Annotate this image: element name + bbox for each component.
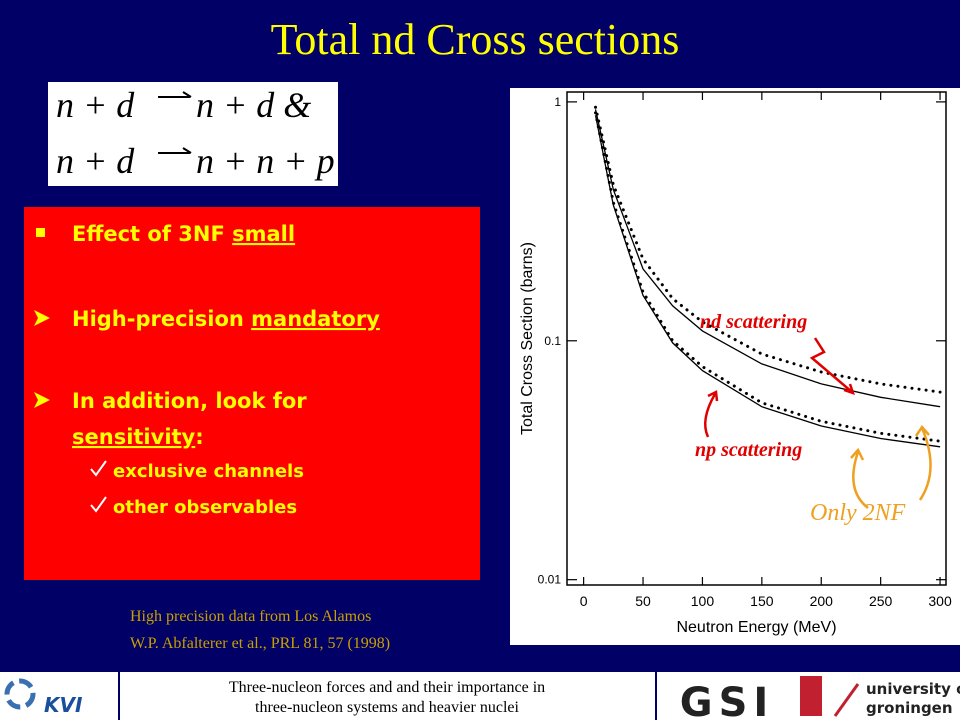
footer-text: Three-nucleon forces and and their impor…: [229, 679, 545, 716]
groningen-text: university ofgroningen: [866, 680, 960, 717]
x-tick-label: 0: [580, 593, 588, 609]
data-line: [594, 111, 942, 443]
bullet-text-part: exclusive channels: [113, 461, 304, 482]
gsi-logo-bg: [660, 676, 795, 720]
y-tick-label: 1: [554, 95, 561, 109]
gsi-logo-text: GSI: [680, 680, 775, 720]
bullet-text-part: Effect of 3NF: [72, 222, 232, 246]
citation: High precision data from Los Alamos W.P. …: [130, 608, 390, 652]
x-tick-label: 150: [750, 593, 774, 609]
groningen-logo-text: university of: [866, 680, 960, 698]
bullet-marker: [34, 392, 50, 408]
footer-line: three-nucleon systems and heavier nuclei: [255, 699, 519, 716]
equation-arrow: [158, 91, 192, 98]
groningen-slash: [833, 683, 860, 717]
bullet-list: Effect of 3NF small High-precision mandat…: [34, 222, 380, 518]
slide-title: Total nd Cross sections: [271, 15, 680, 64]
equations: n + d n + d & n + d n + n + p: [56, 85, 335, 181]
equation-right: n + d &: [196, 85, 311, 125]
y-axis-label: Total Cross Section (barns): [519, 242, 536, 435]
kvi-logo: KVI: [4, 678, 83, 717]
chart-panel: [510, 88, 960, 645]
data-line: [594, 115, 941, 448]
footer-line: Three-nucleon forces and and their impor…: [229, 679, 545, 696]
kvi-logo-text: KVI: [44, 693, 83, 717]
bullet-text-part: other observables: [113, 497, 297, 518]
annotation: nd scattering: [700, 311, 807, 333]
bullet-text-part: sensitivity: [72, 425, 196, 449]
bullet-text: Effect of 3NF small: [72, 222, 295, 246]
bullet-text: In addition, look for: [72, 389, 307, 413]
groningen-logo-text: groningen: [866, 699, 953, 717]
annotation-arrow: [703, 390, 719, 438]
equation-arrow: [158, 147, 192, 154]
y-tick-label: 0.1: [544, 334, 561, 348]
bullet-box: [24, 207, 480, 580]
x-tick-label: 100: [691, 593, 715, 609]
plot-frame: [566, 91, 947, 586]
x-axis-label: Neutron Energy (MeV): [676, 619, 836, 636]
annotation: np scattering: [695, 439, 802, 461]
footer-divider: [655, 672, 657, 720]
equation-left: n + d: [56, 141, 135, 181]
bullet-marker: [36, 228, 45, 237]
bullet-marker: [34, 310, 50, 326]
bullet-marker: [90, 496, 107, 513]
bullet-text-part: :: [195, 425, 203, 449]
bullet-text: sensitivity:: [72, 425, 204, 449]
annotation-arrow: [850, 447, 869, 509]
gsi-logo: GSI: [660, 676, 795, 720]
bullet-text-part: small: [232, 222, 295, 246]
x-tick-label: 50: [635, 593, 651, 609]
chart: 0 50 100 150 200 250 300 1 0.1 0.01 Neutron Energy…: [519, 91, 952, 636]
kvi-emblem: [4, 678, 36, 710]
y-tick-label: 0.01: [538, 573, 562, 587]
groningen-crest: [800, 676, 822, 716]
citation-line: High precision data from Los Alamos: [130, 608, 371, 625]
equation-right: n + n + p: [196, 141, 335, 181]
groningen-logo: [800, 676, 860, 717]
data-line: [594, 105, 942, 394]
x-tick-label: 250: [869, 593, 893, 609]
bullet-text: High-precision mandatory: [72, 307, 380, 331]
equation-box: [48, 82, 338, 186]
x-tick-label: 300: [928, 593, 952, 609]
annotation-arrow: [809, 337, 855, 395]
equation-left: n + d: [56, 85, 135, 125]
bullet-text: exclusive channels: [113, 461, 304, 482]
citation-line: W.P. Abfalterer et al., PRL 81, 57 (1998…: [130, 635, 390, 652]
bullet-text-part: High-precision: [72, 307, 251, 331]
data-line: [594, 109, 941, 408]
bullet-text-part: In addition, look for: [72, 389, 307, 413]
bullet-text-part: mandatory: [251, 307, 380, 331]
annotation: Only 2NF: [810, 500, 906, 526]
annotation-arrow: [914, 424, 932, 501]
footer-divider: [118, 672, 120, 720]
bullet-text: other observables: [113, 497, 297, 518]
x-tick-label: 200: [810, 593, 834, 609]
bullet-marker: [90, 460, 107, 477]
